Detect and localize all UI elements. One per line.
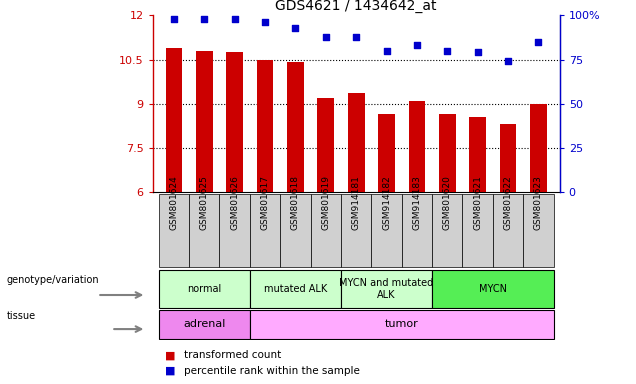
Text: normal: normal — [187, 284, 221, 294]
Bar — [280, 194, 310, 267]
Bar — [250, 270, 341, 308]
Bar — [341, 194, 371, 267]
Text: MYCN and mutated
ALK: MYCN and mutated ALK — [340, 278, 434, 300]
Bar — [341, 270, 432, 308]
Point — [199, 16, 209, 22]
Text: ■: ■ — [165, 366, 176, 376]
Bar — [250, 310, 553, 339]
Bar — [159, 194, 189, 267]
Bar — [257, 60, 273, 192]
Bar — [196, 51, 212, 192]
Bar — [408, 101, 425, 192]
Point — [442, 48, 452, 54]
Point — [503, 58, 513, 65]
Title: GDS4621 / 1434642_at: GDS4621 / 1434642_at — [275, 0, 437, 13]
Bar — [523, 194, 553, 267]
Bar — [226, 52, 243, 192]
Text: GSM914183: GSM914183 — [412, 175, 422, 230]
Bar — [348, 93, 364, 192]
Point — [290, 25, 300, 31]
Bar — [371, 194, 402, 267]
Bar — [310, 194, 341, 267]
Bar — [402, 194, 432, 267]
Point — [169, 16, 179, 22]
Bar — [219, 194, 250, 267]
Text: GSM801618: GSM801618 — [291, 175, 300, 230]
Text: tissue: tissue — [6, 311, 36, 321]
Point — [260, 19, 270, 25]
Point — [382, 48, 392, 54]
Text: genotype/variation: genotype/variation — [6, 275, 99, 285]
Bar — [439, 114, 455, 192]
Point — [412, 42, 422, 48]
Text: GSM801623: GSM801623 — [534, 175, 543, 230]
Bar — [432, 270, 553, 308]
Point — [351, 33, 361, 40]
Bar — [287, 61, 304, 192]
Bar — [469, 117, 486, 192]
Text: GSM914182: GSM914182 — [382, 175, 391, 230]
Text: GSM801626: GSM801626 — [230, 175, 239, 230]
Text: ■: ■ — [165, 350, 176, 360]
Text: percentile rank within the sample: percentile rank within the sample — [184, 366, 361, 376]
Text: GSM801617: GSM801617 — [261, 175, 270, 230]
Point — [473, 50, 483, 56]
Text: MYCN: MYCN — [479, 284, 507, 294]
Bar — [159, 270, 250, 308]
Bar — [159, 310, 250, 339]
Bar — [493, 194, 523, 267]
Bar — [432, 194, 462, 267]
Text: GSM914181: GSM914181 — [352, 175, 361, 230]
Bar — [189, 194, 219, 267]
Text: GSM801622: GSM801622 — [504, 175, 513, 230]
Text: GSM801624: GSM801624 — [169, 175, 179, 230]
Bar — [165, 48, 183, 192]
Bar — [317, 98, 334, 192]
Text: tumor: tumor — [385, 319, 418, 329]
Text: GSM801621: GSM801621 — [473, 175, 482, 230]
Bar — [500, 124, 516, 192]
Text: mutated ALK: mutated ALK — [264, 284, 327, 294]
Text: GSM801620: GSM801620 — [443, 175, 452, 230]
Bar — [462, 194, 493, 267]
Bar — [530, 104, 547, 192]
Point — [534, 39, 544, 45]
Bar — [378, 114, 395, 192]
Point — [230, 16, 240, 22]
Text: GSM801619: GSM801619 — [321, 175, 330, 230]
Text: GSM801625: GSM801625 — [200, 175, 209, 230]
Point — [321, 33, 331, 40]
Text: transformed count: transformed count — [184, 350, 282, 360]
Bar — [250, 194, 280, 267]
Text: adrenal: adrenal — [183, 319, 226, 329]
